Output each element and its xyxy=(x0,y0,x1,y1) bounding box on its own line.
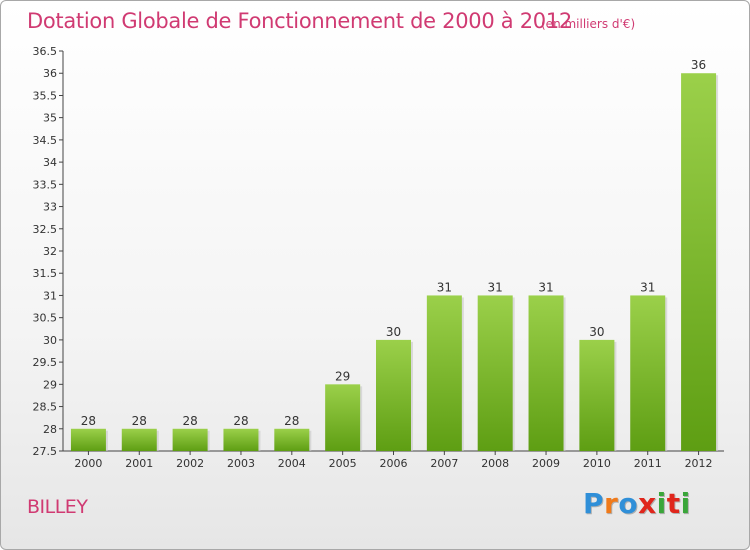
data-label-2006: 30 xyxy=(386,325,401,339)
y-tick-label: 29.5 xyxy=(33,356,58,369)
y-tick-label: 29 xyxy=(43,378,57,391)
bar-2005 xyxy=(325,384,361,451)
data-label-2009: 31 xyxy=(538,280,553,294)
bars: 28 28 28 28 28 29 30 31 31 31 30 31 36 xyxy=(70,58,719,451)
x-tick-label-2012: 2012 xyxy=(685,457,713,470)
logo-letter: P xyxy=(583,487,605,520)
y-tick-label: 34.5 xyxy=(33,134,58,147)
logo-letter: t xyxy=(666,487,681,520)
logo-letter: r xyxy=(604,487,619,520)
bar-2011 xyxy=(630,295,666,451)
x-tick-label-2010: 2010 xyxy=(583,457,611,470)
data-label-2007: 31 xyxy=(437,280,452,294)
proxiti-logo: Proxiti xyxy=(583,487,691,520)
logo-letter: i xyxy=(656,487,667,520)
data-label-2011: 31 xyxy=(640,280,655,294)
x-tick-label-2000: 2000 xyxy=(74,457,102,470)
x-tick-label-2006: 2006 xyxy=(380,457,408,470)
bar-2000 xyxy=(70,428,106,451)
bar-2001 xyxy=(121,428,157,451)
bar-2007 xyxy=(426,295,462,451)
bar-2006 xyxy=(376,339,411,451)
bar-2002 xyxy=(172,428,208,451)
y-tick-label: 35 xyxy=(43,112,57,125)
y-tick-label: 28.5 xyxy=(33,401,58,414)
data-label-2012: 36 xyxy=(691,58,706,72)
data-label-2008: 31 xyxy=(488,280,503,294)
y-tick-label: 33.5 xyxy=(33,178,58,191)
x-tick-label-2009: 2009 xyxy=(532,457,560,470)
y-tick-label: 28 xyxy=(43,423,57,436)
y-tick-label: 33 xyxy=(43,201,57,214)
data-label-2010: 30 xyxy=(589,325,604,339)
data-label-2005: 29 xyxy=(335,369,350,383)
commune-name: BILLEY xyxy=(27,496,88,518)
y-tick-label: 34 xyxy=(43,156,57,169)
bar-2004 xyxy=(274,428,310,451)
x-tick-label-2002: 2002 xyxy=(176,457,204,470)
y-tick-label: 31.5 xyxy=(33,267,58,280)
y-tick-label: 30.5 xyxy=(33,312,58,325)
logo-letter: i xyxy=(680,487,691,520)
bar-2008 xyxy=(477,295,513,451)
data-label-2003: 28 xyxy=(233,414,248,428)
data-label-2004: 28 xyxy=(284,414,299,428)
x-tick-label-2003: 2003 xyxy=(227,457,255,470)
x-tick-label-2008: 2008 xyxy=(481,457,509,470)
y-tick-label: 32 xyxy=(43,245,57,258)
data-label-2002: 28 xyxy=(182,414,197,428)
bar-2003 xyxy=(223,428,259,451)
data-label-2000: 28 xyxy=(81,414,96,428)
y-tick-label: 35.5 xyxy=(33,89,58,102)
y-tick-label: 30 xyxy=(43,334,57,347)
y-tick-label: 36.5 xyxy=(33,45,58,58)
x-tick-label-2011: 2011 xyxy=(634,457,662,470)
x-axis: 2000 2001 2002 2003 2004 2005 2006 2007 2008 2009… xyxy=(63,450,724,470)
bar-2009 xyxy=(528,295,564,451)
logo-letter: x xyxy=(638,487,657,520)
logo-letter: o xyxy=(618,487,639,520)
chart-unit: (en milliers d'€) xyxy=(541,17,636,31)
data-label-2001: 28 xyxy=(132,414,147,428)
y-tick-label: 36 xyxy=(43,67,57,80)
x-tick-label-2004: 2004 xyxy=(278,457,306,470)
chart-title: Dotation Globale de Fonctionnement de 20… xyxy=(27,9,572,33)
y-tick-label: 31 xyxy=(43,289,57,302)
bar-2012 xyxy=(681,73,717,451)
y-axis: 27.5 28 28.5 29 29.5 30 30.5 31 31.5 32 32.5 33 33.5… xyxy=(33,45,64,458)
x-tick-label-2001: 2001 xyxy=(125,457,153,470)
x-tick-label-2005: 2005 xyxy=(329,457,357,470)
y-tick-label: 27.5 xyxy=(33,445,58,458)
y-tick-label: 32.5 xyxy=(33,223,58,236)
bar-2010 xyxy=(579,339,615,451)
x-tick-label-2007: 2007 xyxy=(430,457,458,470)
